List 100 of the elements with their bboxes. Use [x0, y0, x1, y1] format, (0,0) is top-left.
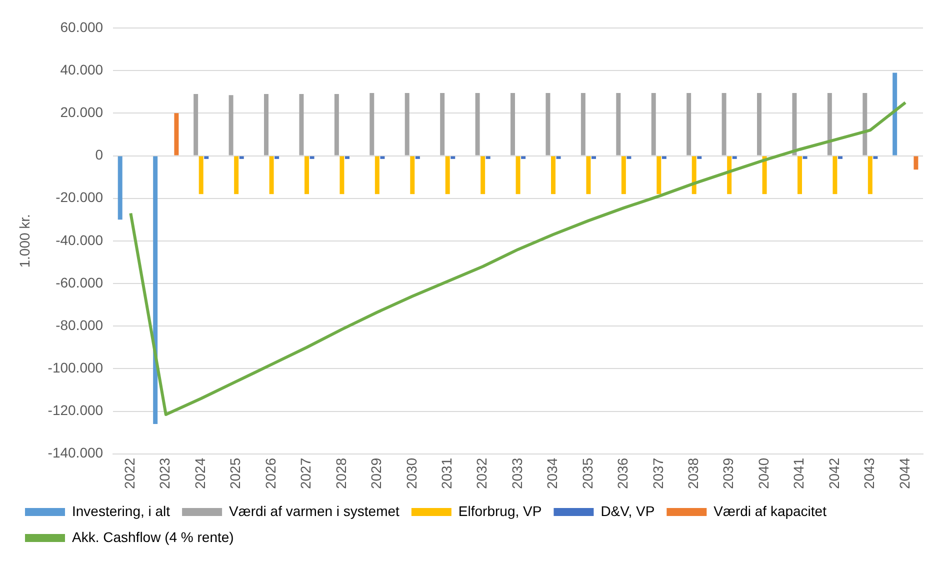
x-tick-label: 2039 — [720, 458, 736, 490]
bar — [234, 156, 239, 194]
bar — [415, 156, 420, 159]
x-tick-label: 2030 — [403, 458, 420, 490]
x-tick-label: 2024 — [192, 458, 208, 490]
y-tick-label: 40.000 — [60, 61, 104, 78]
legend-label: Værdi af kapacitet — [714, 502, 827, 519]
bar — [118, 156, 122, 220]
bar — [656, 156, 662, 194]
y-tick-label: 0 — [95, 146, 104, 163]
bar — [827, 92, 832, 156]
bar — [440, 92, 445, 156]
bar — [662, 156, 666, 159]
x-tick-label: 2043 — [861, 458, 878, 490]
bar — [334, 94, 339, 156]
bar — [516, 156, 520, 194]
bar — [410, 156, 415, 194]
bar — [873, 156, 878, 159]
y-tick-label: 60.000 — [60, 18, 104, 35]
bar — [239, 156, 244, 159]
bar — [310, 156, 314, 159]
x-tick-label: 2023 — [156, 458, 173, 490]
bar — [586, 156, 591, 194]
bar — [486, 156, 490, 159]
bar — [832, 156, 838, 194]
bar — [686, 92, 692, 156]
bar — [762, 156, 767, 194]
y-tick-label: 20.000 — [60, 104, 104, 120]
x-tick-label: 2040 — [755, 458, 772, 490]
bar — [556, 156, 561, 159]
y-tick-label: -120.000 — [48, 402, 104, 418]
y-tick-label: -20.000 — [56, 189, 104, 206]
bar — [626, 156, 632, 159]
legend-label: Akk. Cashflow (4 % rente) — [72, 528, 234, 545]
y-tick-label: -100.000 — [48, 360, 104, 376]
bar — [722, 92, 726, 156]
x-tick-label: 2035 — [579, 458, 596, 490]
bar — [838, 156, 842, 159]
bar — [697, 156, 702, 159]
y-axis-title: 1.000 kr. — [16, 214, 32, 268]
bar — [732, 156, 737, 159]
legend-label: Investering, i alt — [72, 502, 170, 519]
bar — [450, 156, 456, 159]
x-tick-label: 2025 — [227, 458, 244, 490]
bar — [228, 95, 234, 156]
bar — [510, 92, 515, 156]
bar — [892, 72, 898, 156]
bar — [792, 92, 797, 156]
bar — [692, 156, 696, 194]
x-tick-label: 2026 — [262, 458, 278, 490]
x-tick-label: 2036 — [614, 458, 631, 490]
x-tick-label: 2032 — [474, 458, 490, 490]
bar — [299, 94, 304, 156]
bar — [370, 92, 374, 156]
bar — [480, 156, 486, 194]
legend-label: Elforbrug, VP — [458, 502, 542, 519]
x-tick-label: 2044 — [896, 458, 912, 490]
x-tick-label: 2029 — [368, 458, 384, 490]
x-tick-label: 2034 — [544, 458, 560, 490]
y-tick-label: -80.000 — [56, 316, 104, 333]
bar — [592, 156, 596, 159]
bar — [340, 156, 344, 194]
x-tick-label: 2033 — [508, 458, 525, 490]
bar — [198, 156, 204, 194]
bar — [546, 92, 550, 156]
x-tick-label: 2031 — [438, 458, 454, 490]
bar — [274, 156, 280, 159]
bar — [204, 156, 209, 159]
bar — [345, 156, 350, 159]
bar — [621, 156, 626, 194]
x-tick-label: 2022 — [122, 458, 138, 490]
bar — [802, 156, 808, 159]
bar — [374, 156, 380, 194]
y-tick-label: -140.000 — [48, 444, 104, 461]
x-tick-label: 2038 — [684, 458, 701, 490]
bar — [727, 156, 732, 194]
bar — [194, 94, 198, 156]
bar — [404, 92, 410, 156]
bar — [445, 156, 450, 194]
x-tick-label: 2037 — [650, 458, 666, 490]
x-tick-label: 2028 — [332, 458, 349, 490]
x-tick-label: 2042 — [826, 458, 842, 490]
bar — [174, 113, 179, 156]
bar — [862, 92, 868, 156]
y-tick-label: -60.000 — [56, 274, 104, 290]
legend-label: D&V, VP — [600, 502, 655, 519]
x-tick-label: 2041 — [790, 458, 807, 490]
y-tick-label: -40.000 — [56, 232, 104, 248]
bar — [551, 156, 556, 194]
bar — [616, 92, 621, 156]
bar — [475, 92, 480, 156]
bar — [914, 156, 918, 170]
bar — [580, 92, 586, 156]
bar — [269, 156, 274, 194]
legend-label: Værdi af varmen i systemet — [229, 502, 400, 519]
bar — [868, 156, 872, 194]
bar — [651, 92, 656, 156]
bar — [798, 156, 802, 194]
bar — [757, 92, 762, 156]
bar — [304, 156, 309, 194]
